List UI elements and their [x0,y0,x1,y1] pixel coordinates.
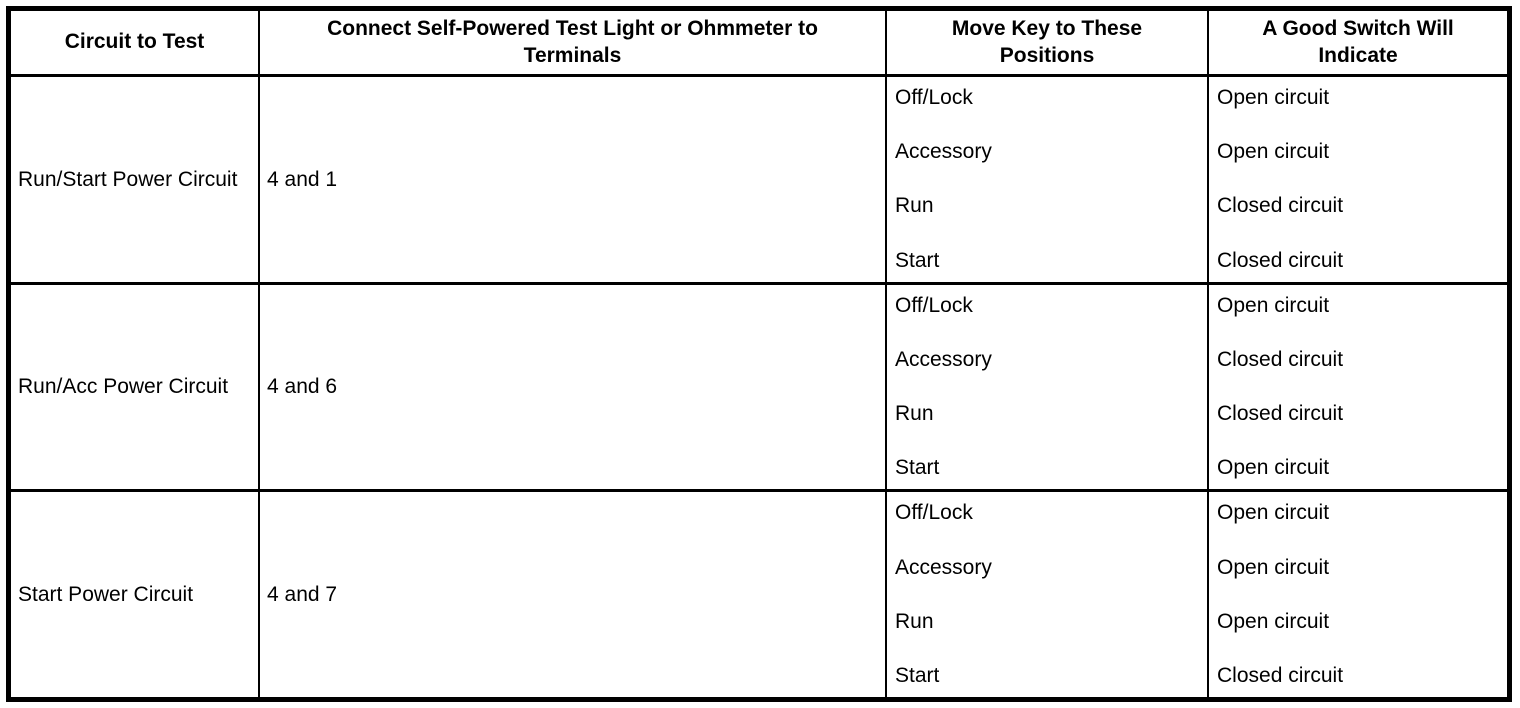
key-position-item: Accessory [895,347,992,371]
key-position-item: Start [895,456,940,480]
indications-list: Open circuit Closed circuit Closed circu… [1207,284,1507,490]
indication-item: Open circuit [1217,501,1330,525]
indication-item: Closed circuit [1217,248,1344,272]
key-position-item: Off/Lock [895,86,973,109]
key-position-item: Run [895,609,934,633]
table-row-run-acc-power: Run/Acc Power Circuit 4 and 6 Off/Lock A… [11,284,1507,493]
indication-item: Closed circuit [1217,347,1344,371]
table-header-row: Circuit to Test Connect Self-Powered Tes… [11,11,1507,77]
indication-item: Open circuit [1217,86,1330,109]
indication-item: Open circuit [1217,293,1330,317]
key-position-item: Off/Lock [895,501,973,525]
circuit-name: Run/Acc Power Circuit [18,375,229,399]
indication-item: Open circuit [1217,456,1330,480]
key-position-item: Run [895,194,934,218]
table-row-start-power: Start Power Circuit 4 and 7 Off/Lock Acc… [11,492,1507,698]
ignition-switch-test-table: Circuit to Test Connect Self-Powered Tes… [6,6,1512,702]
indication-item: Open circuit [1217,609,1330,633]
key-position-item: Start [895,248,940,272]
indication-item: Closed circuit [1217,663,1344,687]
header-circuit-to-test: Circuit to Test [64,30,205,54]
indications-list: Open circuit Open circuit Open circuit C… [1207,492,1507,698]
terminals-value: 4 and 6 [258,284,885,490]
key-position-item: Off/Lock [895,293,973,317]
key-position-item: Run [895,402,934,426]
terminals-value: 4 and 7 [258,492,885,698]
key-position-item: Accessory [895,140,992,164]
indication-item: Closed circuit [1217,402,1344,426]
table-row-run-start-power: Run/Start Power Circuit 4 and 1 Off/Lock… [11,77,1507,285]
circuit-name: Start Power Circuit [18,583,194,607]
indication-item: Open circuit [1217,140,1330,164]
header-connect-terminals: Connect Self-Powered Test Light or Ohmme… [258,11,885,74]
key-positions-list: Off/Lock Accessory Run Start [885,284,1207,490]
circuit-name: Run/Start Power Circuit [18,167,238,191]
key-positions-list: Off/Lock Accessory Run Start [885,492,1207,698]
key-positions-list: Off/Lock Accessory Run Start [885,77,1207,282]
indications-list: Open circuit Open circuit Closed circuit… [1207,77,1507,282]
indication-item: Open circuit [1217,555,1330,579]
header-key-positions: Move Key to These Positions [885,11,1207,74]
key-position-item: Accessory [895,555,992,579]
header-good-switch-indicate: A Good Switch Will Indicate [1207,11,1507,74]
indication-item: Closed circuit [1217,194,1344,218]
terminals-value: 4 and 1 [258,77,885,282]
key-position-item: Start [895,663,940,687]
